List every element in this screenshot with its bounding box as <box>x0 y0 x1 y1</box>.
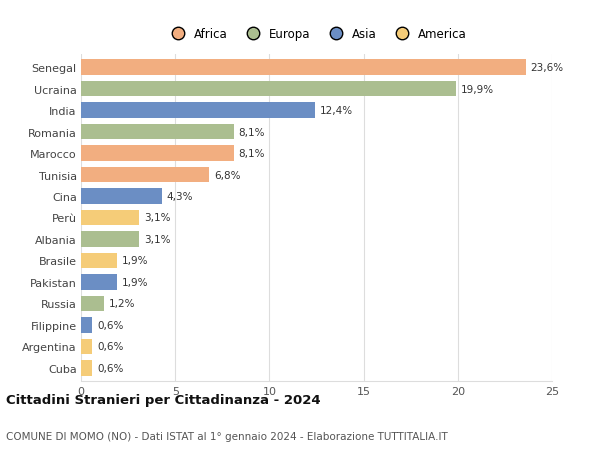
Bar <box>81 168 209 183</box>
Bar <box>81 103 314 118</box>
Text: 0,6%: 0,6% <box>97 341 124 352</box>
Text: 4,3%: 4,3% <box>167 191 193 202</box>
Text: 0,6%: 0,6% <box>97 320 124 330</box>
Bar <box>81 210 139 226</box>
Text: 1,2%: 1,2% <box>109 299 135 309</box>
Bar <box>81 253 117 269</box>
Text: 8,1%: 8,1% <box>238 149 265 159</box>
Text: 8,1%: 8,1% <box>238 127 265 137</box>
Bar <box>81 274 117 290</box>
Text: Cittadini Stranieri per Cittadinanza - 2024: Cittadini Stranieri per Cittadinanza - 2… <box>6 393 320 406</box>
Bar <box>81 146 233 162</box>
Text: 12,4%: 12,4% <box>319 106 352 116</box>
Bar <box>81 60 526 76</box>
Text: 1,9%: 1,9% <box>122 256 148 266</box>
Bar <box>81 124 233 140</box>
Text: COMUNE DI MOMO (NO) - Dati ISTAT al 1° gennaio 2024 - Elaborazione TUTTITALIA.IT: COMUNE DI MOMO (NO) - Dati ISTAT al 1° g… <box>6 431 448 441</box>
Bar <box>81 360 92 376</box>
Bar <box>81 296 104 312</box>
Bar <box>81 82 456 97</box>
Text: 1,9%: 1,9% <box>122 277 148 287</box>
Text: 23,6%: 23,6% <box>530 63 563 73</box>
Bar <box>81 339 92 354</box>
Bar <box>81 318 92 333</box>
Text: 0,6%: 0,6% <box>97 363 124 373</box>
Text: 3,1%: 3,1% <box>144 213 170 223</box>
Text: 3,1%: 3,1% <box>144 235 170 245</box>
Bar <box>81 232 139 247</box>
Text: 19,9%: 19,9% <box>461 84 494 95</box>
Text: 6,8%: 6,8% <box>214 170 241 180</box>
Legend: Africa, Europa, Asia, America: Africa, Europa, Asia, America <box>167 28 466 41</box>
Bar <box>81 189 162 204</box>
